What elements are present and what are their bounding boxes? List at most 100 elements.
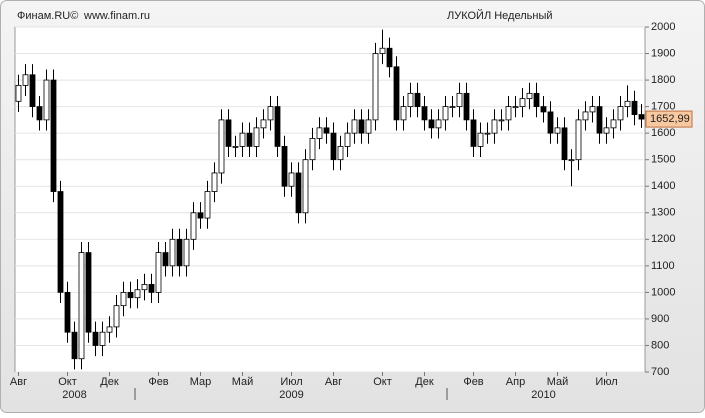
- candle-body: [127, 291, 134, 299]
- candle-body: [302, 159, 309, 214]
- candle-body: [281, 146, 288, 187]
- candle-body: [43, 79, 50, 121]
- candle-body: [456, 92, 463, 108]
- candle-body: [505, 106, 512, 121]
- candle-body: [463, 92, 470, 121]
- candle-body: [582, 111, 589, 121]
- candle-body: [155, 252, 162, 293]
- candle-body: [407, 92, 414, 108]
- y-tick-label: 1800: [651, 74, 675, 86]
- candle-body: [498, 119, 505, 122]
- candle-body: [379, 47, 386, 54]
- candle-body: [323, 127, 330, 134]
- candle-body: [232, 146, 239, 148]
- candle-body: [547, 111, 554, 134]
- x-tick-label: Окт: [58, 376, 77, 388]
- candle-body: [169, 238, 176, 267]
- candle-body: [589, 106, 596, 113]
- y-tick-label: 1300: [651, 207, 675, 219]
- candle-body: [239, 132, 246, 147]
- last-price-label: 1652,99: [650, 113, 690, 125]
- y-tick-label: 700: [651, 366, 669, 378]
- candle-body: [561, 127, 568, 161]
- candle-body: [344, 132, 351, 147]
- y-tick-label: 1500: [651, 154, 675, 166]
- y-tick-label: 800: [651, 339, 669, 351]
- candle-body: [400, 106, 407, 121]
- candle-body: [36, 106, 43, 121]
- y-tick-label: 1700: [651, 101, 675, 113]
- candle-body: [148, 284, 155, 293]
- candle-body: [610, 119, 617, 129]
- candle-body: [274, 106, 281, 147]
- x-tick-label: Авг: [10, 376, 27, 388]
- x-tick-label: Май: [232, 376, 254, 388]
- candle-body: [218, 119, 225, 174]
- x-tick-label: Фев: [463, 376, 483, 388]
- last-price-box: [645, 110, 693, 128]
- candle-body: [351, 119, 358, 134]
- candle-body: [316, 127, 323, 139]
- candle-body: [358, 119, 365, 134]
- y-tick-label: 900: [651, 313, 669, 325]
- candle-body: [85, 252, 92, 333]
- candle-body: [113, 305, 120, 328]
- candle-body: [183, 238, 190, 267]
- chart-title: ЛУКОЙЛ Недельный: [447, 9, 553, 22]
- candle-body: [484, 132, 491, 135]
- y-tick-label: 2000: [651, 21, 675, 33]
- candle-body: [603, 127, 610, 134]
- candle-body: [71, 331, 78, 360]
- candle-body: [267, 106, 274, 121]
- y-tick-label: 1600: [651, 127, 675, 139]
- candle-body: [393, 66, 400, 121]
- candle-body: [365, 119, 372, 134]
- x-tick-label: Апр: [506, 376, 525, 388]
- x-tick-label: Июл: [595, 376, 617, 388]
- year-label: 2010: [531, 389, 555, 401]
- candle-body: [64, 291, 71, 333]
- x-tick-label: Июл: [280, 376, 302, 388]
- candle-body: [211, 172, 218, 192]
- candle-body: [372, 53, 379, 121]
- candle-body: [57, 191, 64, 293]
- candle-body: [92, 331, 99, 346]
- x-tick-label: Авг: [325, 376, 342, 388]
- candle-body: [540, 106, 547, 113]
- plot-area: [14, 26, 646, 373]
- candle-body: [533, 92, 540, 108]
- candle-body: [519, 98, 526, 108]
- candle-body: [638, 114, 645, 120]
- candle-body: [22, 74, 29, 86]
- candle-body: [29, 74, 36, 108]
- x-tick-label: Окт: [373, 376, 392, 388]
- x-tick-label: Май: [547, 376, 569, 388]
- x-tick-label: Фев: [148, 376, 168, 388]
- candle-body: [477, 132, 484, 147]
- candle-body: [309, 138, 316, 161]
- candle-body: [568, 159, 575, 162]
- candle-body: [197, 212, 204, 219]
- x-tick-label: Мар: [190, 376, 212, 388]
- candle-body: [617, 106, 624, 121]
- candle-body: [442, 106, 449, 121]
- candle-body: [526, 92, 533, 100]
- candle-body: [190, 212, 197, 240]
- candle-body: [512, 106, 519, 109]
- candle-body: [386, 47, 393, 68]
- y-tick-label: 1200: [651, 233, 675, 245]
- candle-body: [176, 238, 183, 267]
- candle-body: [204, 191, 211, 219]
- candle-body: [337, 146, 344, 161]
- candle-body: [631, 100, 638, 115]
- candle-body: [141, 284, 148, 291]
- x-tick-label: Дек: [100, 376, 119, 388]
- y-tick-label: 1000: [651, 286, 675, 298]
- candle-body: [428, 119, 435, 129]
- y-tick-label: 1100: [651, 260, 675, 272]
- candle-body: [50, 79, 57, 192]
- candle-body: [414, 92, 421, 108]
- candle-body: [575, 119, 582, 161]
- candle-body: [624, 100, 631, 108]
